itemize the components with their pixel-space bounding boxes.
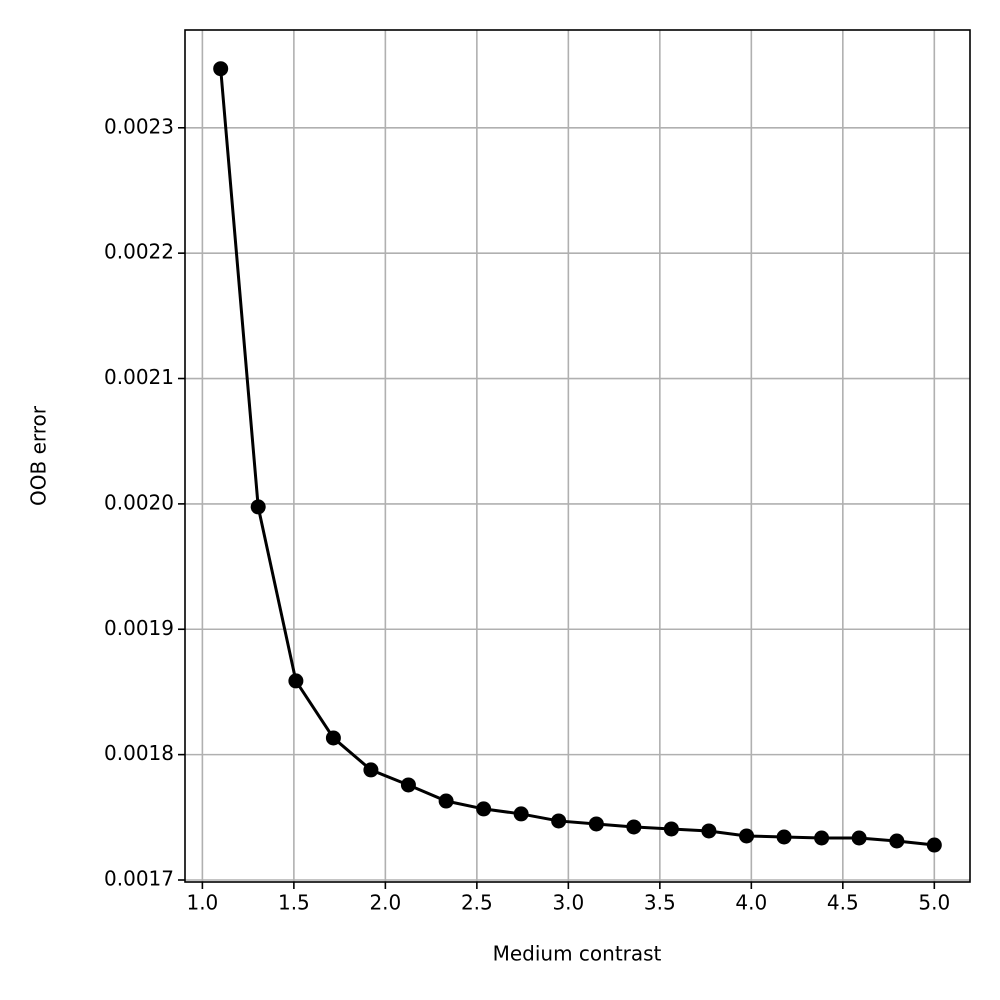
- y-tick-label: 0.0022: [104, 240, 174, 264]
- marker: [889, 833, 905, 849]
- plot-frame: [184, 29, 971, 883]
- marker: [588, 816, 604, 832]
- marker: [288, 673, 304, 689]
- marker: [626, 819, 642, 835]
- x-tick-label: 3.0: [552, 891, 584, 915]
- x-tick-label: 1.5: [278, 891, 310, 915]
- marker: [250, 499, 266, 515]
- marker: [776, 829, 792, 845]
- marker: [213, 61, 229, 77]
- marker: [476, 801, 492, 817]
- x-tick-label: 1.0: [186, 891, 218, 915]
- marker: [701, 823, 717, 839]
- marker: [551, 813, 567, 829]
- y-tick-label: 0.0023: [104, 114, 174, 138]
- x-tick-label: 4.0: [735, 891, 767, 915]
- y-tick-label: 0.0018: [104, 741, 174, 765]
- line: [219, 68, 935, 847]
- y-tick-label: 0.0021: [104, 365, 174, 389]
- x-tick-label: 2.0: [369, 891, 401, 915]
- marker: [325, 730, 341, 746]
- x-tick-label: 5.0: [918, 891, 950, 915]
- y-tick-label: 0.0017: [104, 866, 174, 890]
- marker: [851, 830, 867, 846]
- x-axis-label: Medium contrast: [493, 942, 662, 966]
- x-tick-label: 4.5: [827, 891, 859, 915]
- marker: [363, 762, 379, 778]
- y-tick-label: 0.0020: [104, 490, 174, 514]
- y-tick-label: 0.0019: [104, 616, 174, 640]
- marker: [926, 837, 942, 853]
- marker: [513, 806, 529, 822]
- marker: [739, 828, 755, 844]
- marker: [438, 793, 454, 809]
- marker: [814, 830, 830, 846]
- marker: [663, 821, 679, 837]
- marker: [400, 777, 416, 793]
- y-axis-label: OOB error: [27, 405, 51, 506]
- x-tick-label: 2.5: [461, 891, 493, 915]
- x-tick-label: 3.5: [644, 891, 676, 915]
